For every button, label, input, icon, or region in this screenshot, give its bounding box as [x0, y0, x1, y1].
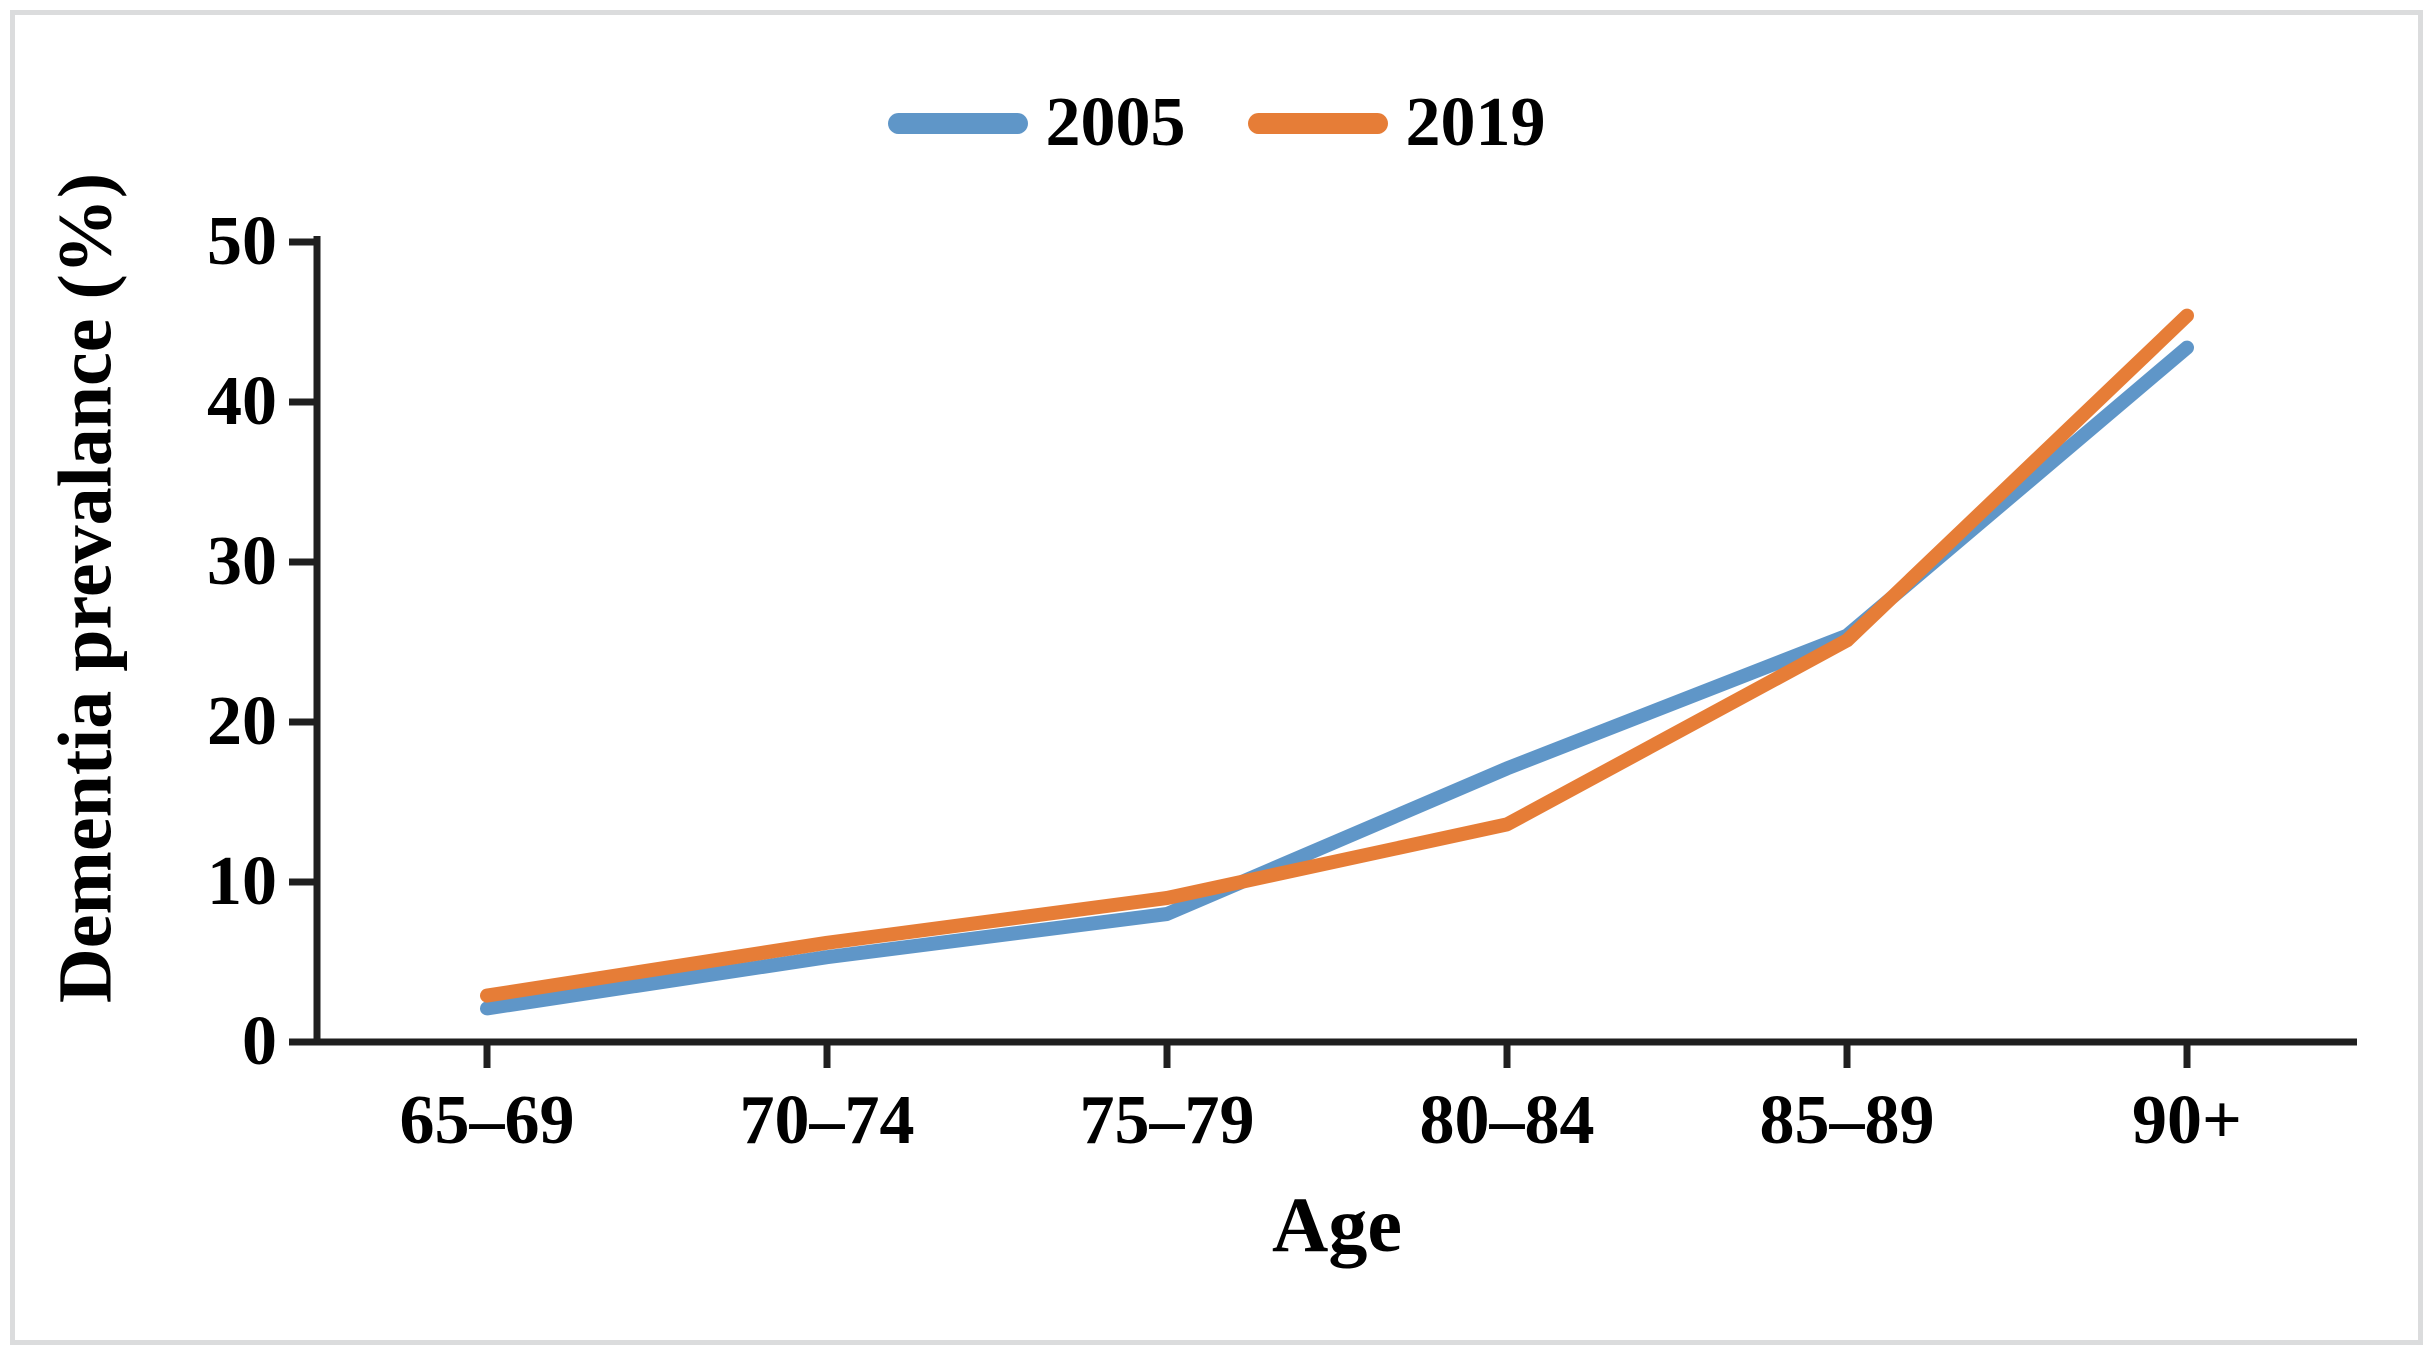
x-tick-label: 75–79	[1079, 1082, 1255, 1159]
legend-swatch-2005	[887, 112, 1028, 134]
x-tick-label: 85–89	[1759, 1082, 1935, 1159]
x-axis-title: Age	[1272, 1181, 1402, 1268]
x-tick-label: 80–84	[1419, 1082, 1595, 1159]
x-tick-label: 90+	[2132, 1082, 2242, 1159]
legend-item-2019: 2019	[1247, 84, 1546, 161]
y-tick-label: 0	[242, 1003, 277, 1080]
y-tick-label: 50	[207, 203, 277, 280]
legend-item-2005: 2005	[887, 84, 1186, 161]
legend-swatch-2019	[1247, 112, 1388, 134]
x-tick-label: 65–69	[399, 1082, 575, 1159]
y-tick-label: 30	[207, 523, 277, 600]
legend-label: 2005	[1045, 84, 1186, 161]
y-tick-label: 10	[207, 843, 277, 920]
series-line-2019	[480, 308, 2194, 1003]
y-tick-label: 40	[207, 363, 277, 440]
legend-label: 2019	[1405, 84, 1546, 161]
series-line-2005	[480, 340, 2194, 1016]
legend: 2005 2019	[0, 88, 2433, 158]
x-tick-label: 70–74	[739, 1082, 915, 1159]
y-tick-label: 20	[207, 683, 277, 760]
